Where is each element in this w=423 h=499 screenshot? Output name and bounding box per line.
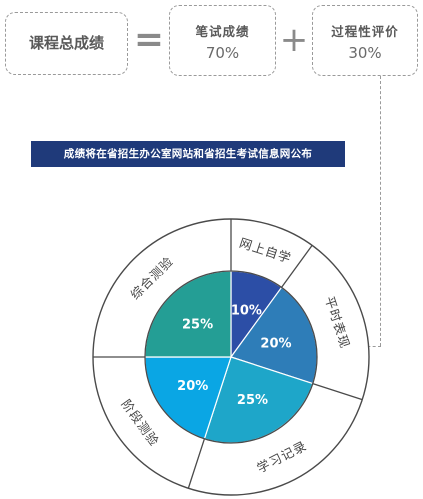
written-exam-label: 笔试成绩	[195, 24, 250, 39]
equals-sign: =	[133, 19, 165, 60]
slice-percent-label: 10%	[231, 304, 262, 319]
process-evaluation-value: 30%	[348, 44, 382, 62]
publication-banner: 成绩将在省招生办公室网站和省招生考试信息网公布	[31, 141, 345, 167]
course-total-score-label: 课程总成绩	[28, 34, 104, 52]
course-total-score-box: 课程总成绩	[5, 12, 128, 75]
ring-divider	[281, 244, 313, 288]
process-evaluation-box: 过程性评价 30%	[312, 5, 418, 76]
slice-percent-label: 20%	[177, 379, 208, 394]
ring-divider	[312, 382, 363, 401]
plus-sign: +	[279, 20, 309, 60]
slice-percent-label: 25%	[182, 318, 213, 333]
slice-percent-label: 20%	[260, 336, 291, 351]
written-exam-value: 70%	[205, 44, 240, 62]
connector-line-vertical	[380, 76, 381, 346]
inner-ring-border	[144, 270, 318, 444]
connector-line-horizontal	[362, 346, 381, 347]
ring-divider	[187, 438, 206, 489]
process-evaluation-label: 过程性评价	[331, 24, 399, 39]
written-exam-box: 笔试成绩 70%	[169, 5, 276, 76]
slice-percent-label: 25%	[237, 393, 268, 408]
